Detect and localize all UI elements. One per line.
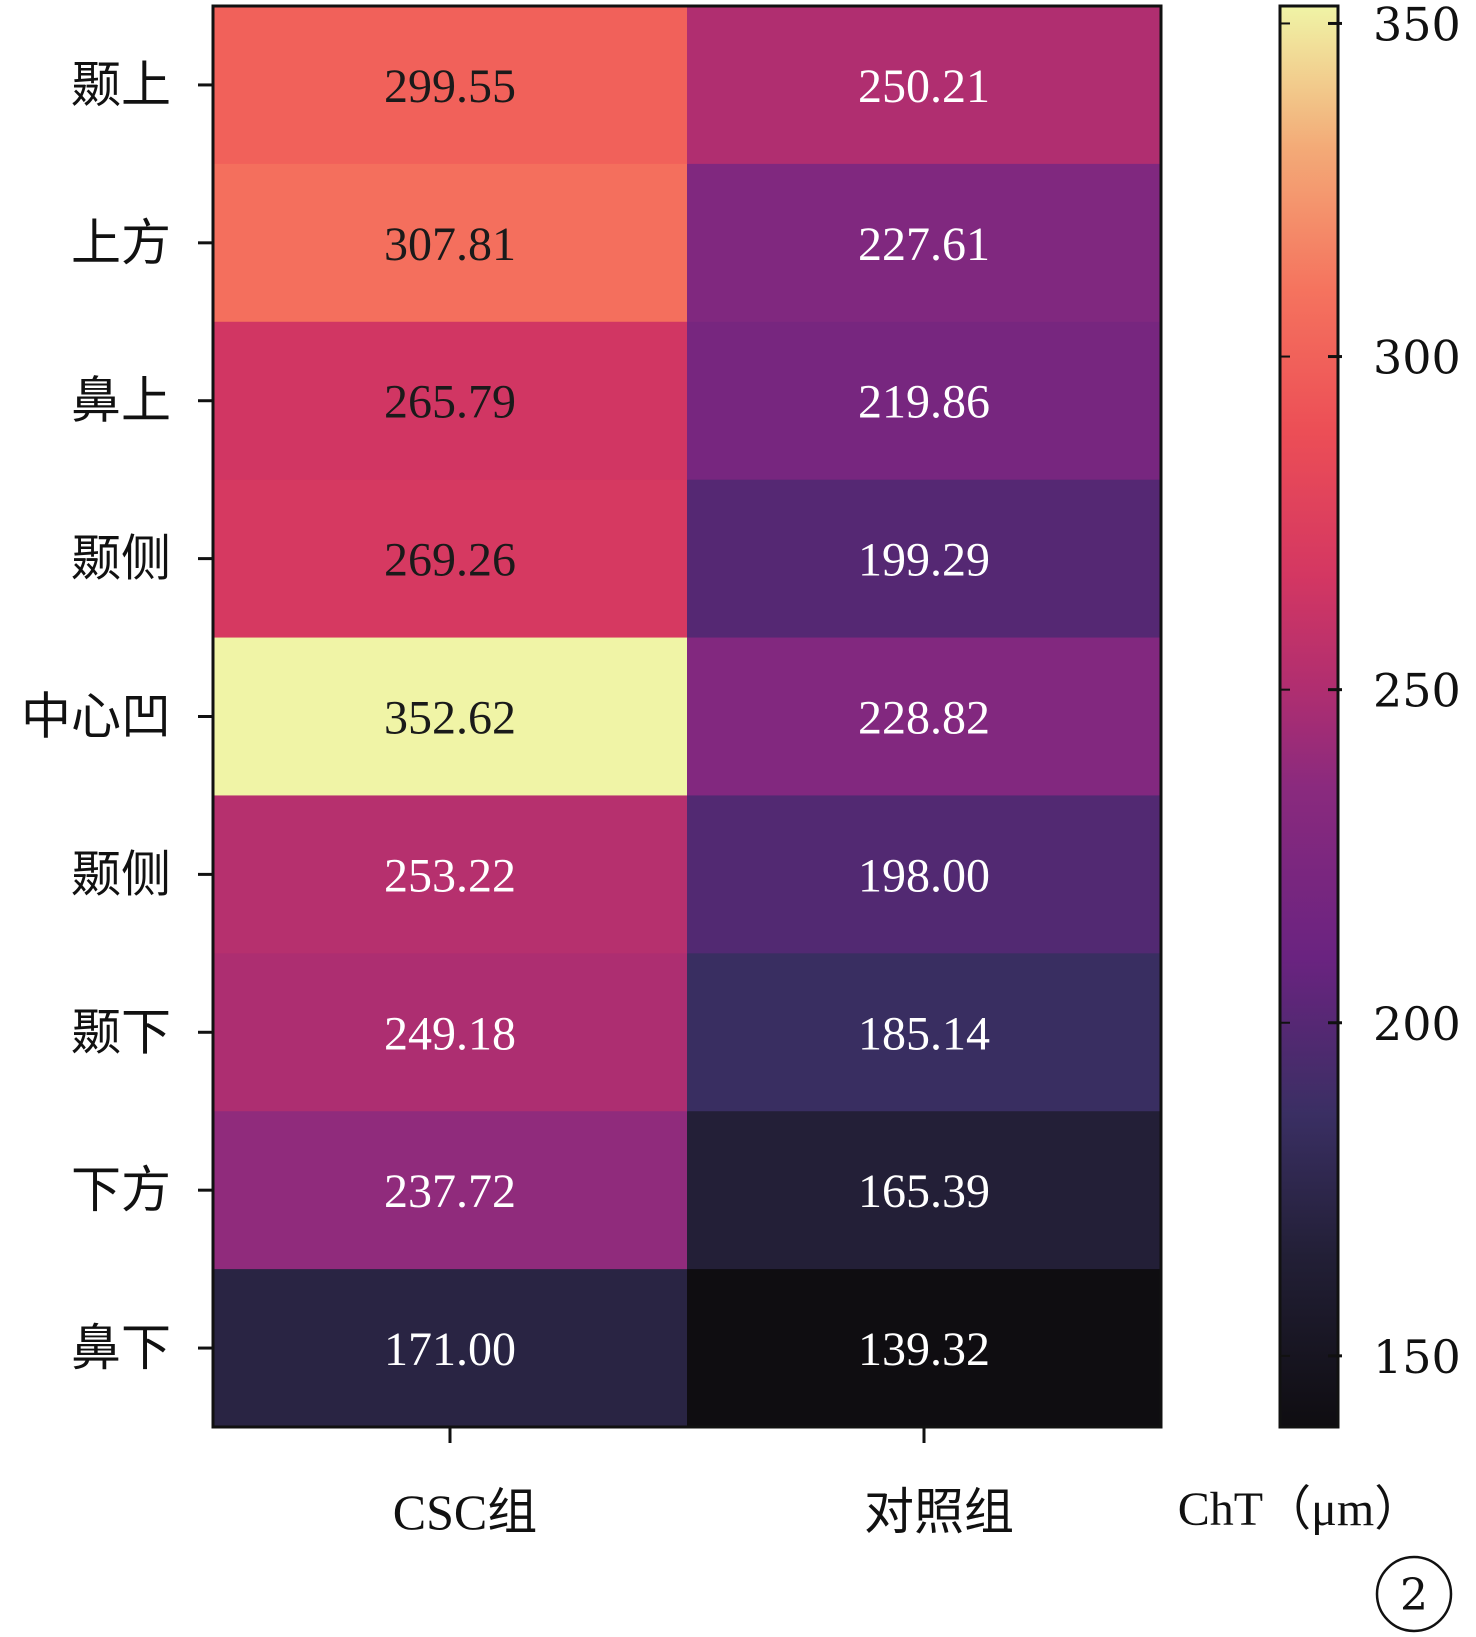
colorbar-tick-label: 150: [1373, 1330, 1461, 1384]
heatmap-cell: [213, 6, 688, 165]
heatmap-cell: [213, 1111, 688, 1270]
panel-marker: 2: [1375, 1555, 1453, 1633]
heatmap-cell: [687, 163, 1162, 323]
column-label: CSC组: [393, 1484, 538, 1540]
heatmap-value-label: 219.86: [858, 376, 990, 429]
colorbar-tick-label: 350: [1373, 0, 1461, 51]
row-label: 颞下: [71, 1003, 171, 1061]
heatmap-cell: [213, 1269, 688, 1428]
row-label: 中心凹: [21, 688, 171, 746]
column-label: 对照组: [864, 1484, 1014, 1540]
heatmap-value-label: 228.82: [858, 692, 990, 745]
heatmap-cell: [213, 163, 688, 323]
colorbar-tick-label: 300: [1373, 331, 1461, 385]
heatmap-value-label: 352.62: [384, 692, 516, 745]
row-label: 颞上: [71, 56, 171, 114]
heatmap-cell: [687, 321, 1162, 481]
row-label: 上方: [71, 214, 171, 272]
heatmap-cells: [213, 6, 1162, 1428]
colorbar-ticks: 150 200 250 300 350: [1280, 0, 1461, 1384]
heatmap-cell: [687, 1269, 1162, 1428]
panel-marker-number: 2: [1400, 1570, 1428, 1621]
heatmap-cell: [687, 6, 1162, 165]
heatmap-value-label: 199.29: [858, 534, 990, 587]
row-label: 颞侧: [71, 530, 171, 588]
panel-marker-circle: [1375, 1555, 1453, 1633]
row-label: 鼻上: [71, 372, 171, 430]
heatmap-value-label: 299.55: [384, 60, 516, 113]
heatmap-value-label: 165.39: [858, 1165, 990, 1218]
colorbar-tick-label: 200: [1373, 997, 1461, 1051]
heatmap-cell: [687, 1111, 1162, 1270]
colorbar-tick-label: 250: [1373, 664, 1461, 718]
heatmap-value-labels: 299.55 250.21 307.81 227.61 265.79 219.86 269.…: [384, 60, 990, 1376]
heatmap-value-label: 307.81: [384, 218, 516, 271]
heatmap-cell: [213, 795, 688, 954]
row-label: 颞侧: [71, 845, 171, 903]
heatmap-cell: [687, 953, 1162, 1112]
heatmap-value-label: 198.00: [858, 849, 990, 902]
heatmap-value-label: 265.79: [384, 376, 516, 429]
colorbar-label: ChT（μm）: [1178, 1483, 1422, 1536]
heatmap-cell: [213, 321, 688, 481]
colorbar: [1278, 4, 1340, 1429]
heatmap-cell: [213, 479, 688, 639]
heatmap-value-label: 185.14: [858, 1007, 990, 1060]
row-label: 下方: [71, 1161, 171, 1219]
heatmap-value-label: 171.00: [384, 1323, 516, 1376]
heatmap-cell: [213, 953, 688, 1112]
heatmap-value-label: 227.61: [858, 218, 990, 271]
heatmap-value-label: 269.26: [384, 534, 516, 587]
column-axis: CSC组 对照组: [393, 1427, 1014, 1540]
heatmap-cell: [687, 795, 1162, 954]
heatmap-value-label: 139.32: [858, 1323, 990, 1376]
heatmap-value-label: 249.18: [384, 1007, 516, 1060]
heatmap-cell: [687, 479, 1162, 639]
colorbar-fill: [1278, 4, 1340, 1429]
heatmap-value-label: 250.21: [858, 60, 990, 113]
row-label: 鼻下: [71, 1319, 171, 1377]
heatmap-value-label: 237.72: [384, 1165, 516, 1218]
heatmap-cell: [687, 637, 1162, 796]
heatmap-cell: [213, 637, 688, 796]
heatmap-value-label: 253.22: [384, 849, 516, 902]
